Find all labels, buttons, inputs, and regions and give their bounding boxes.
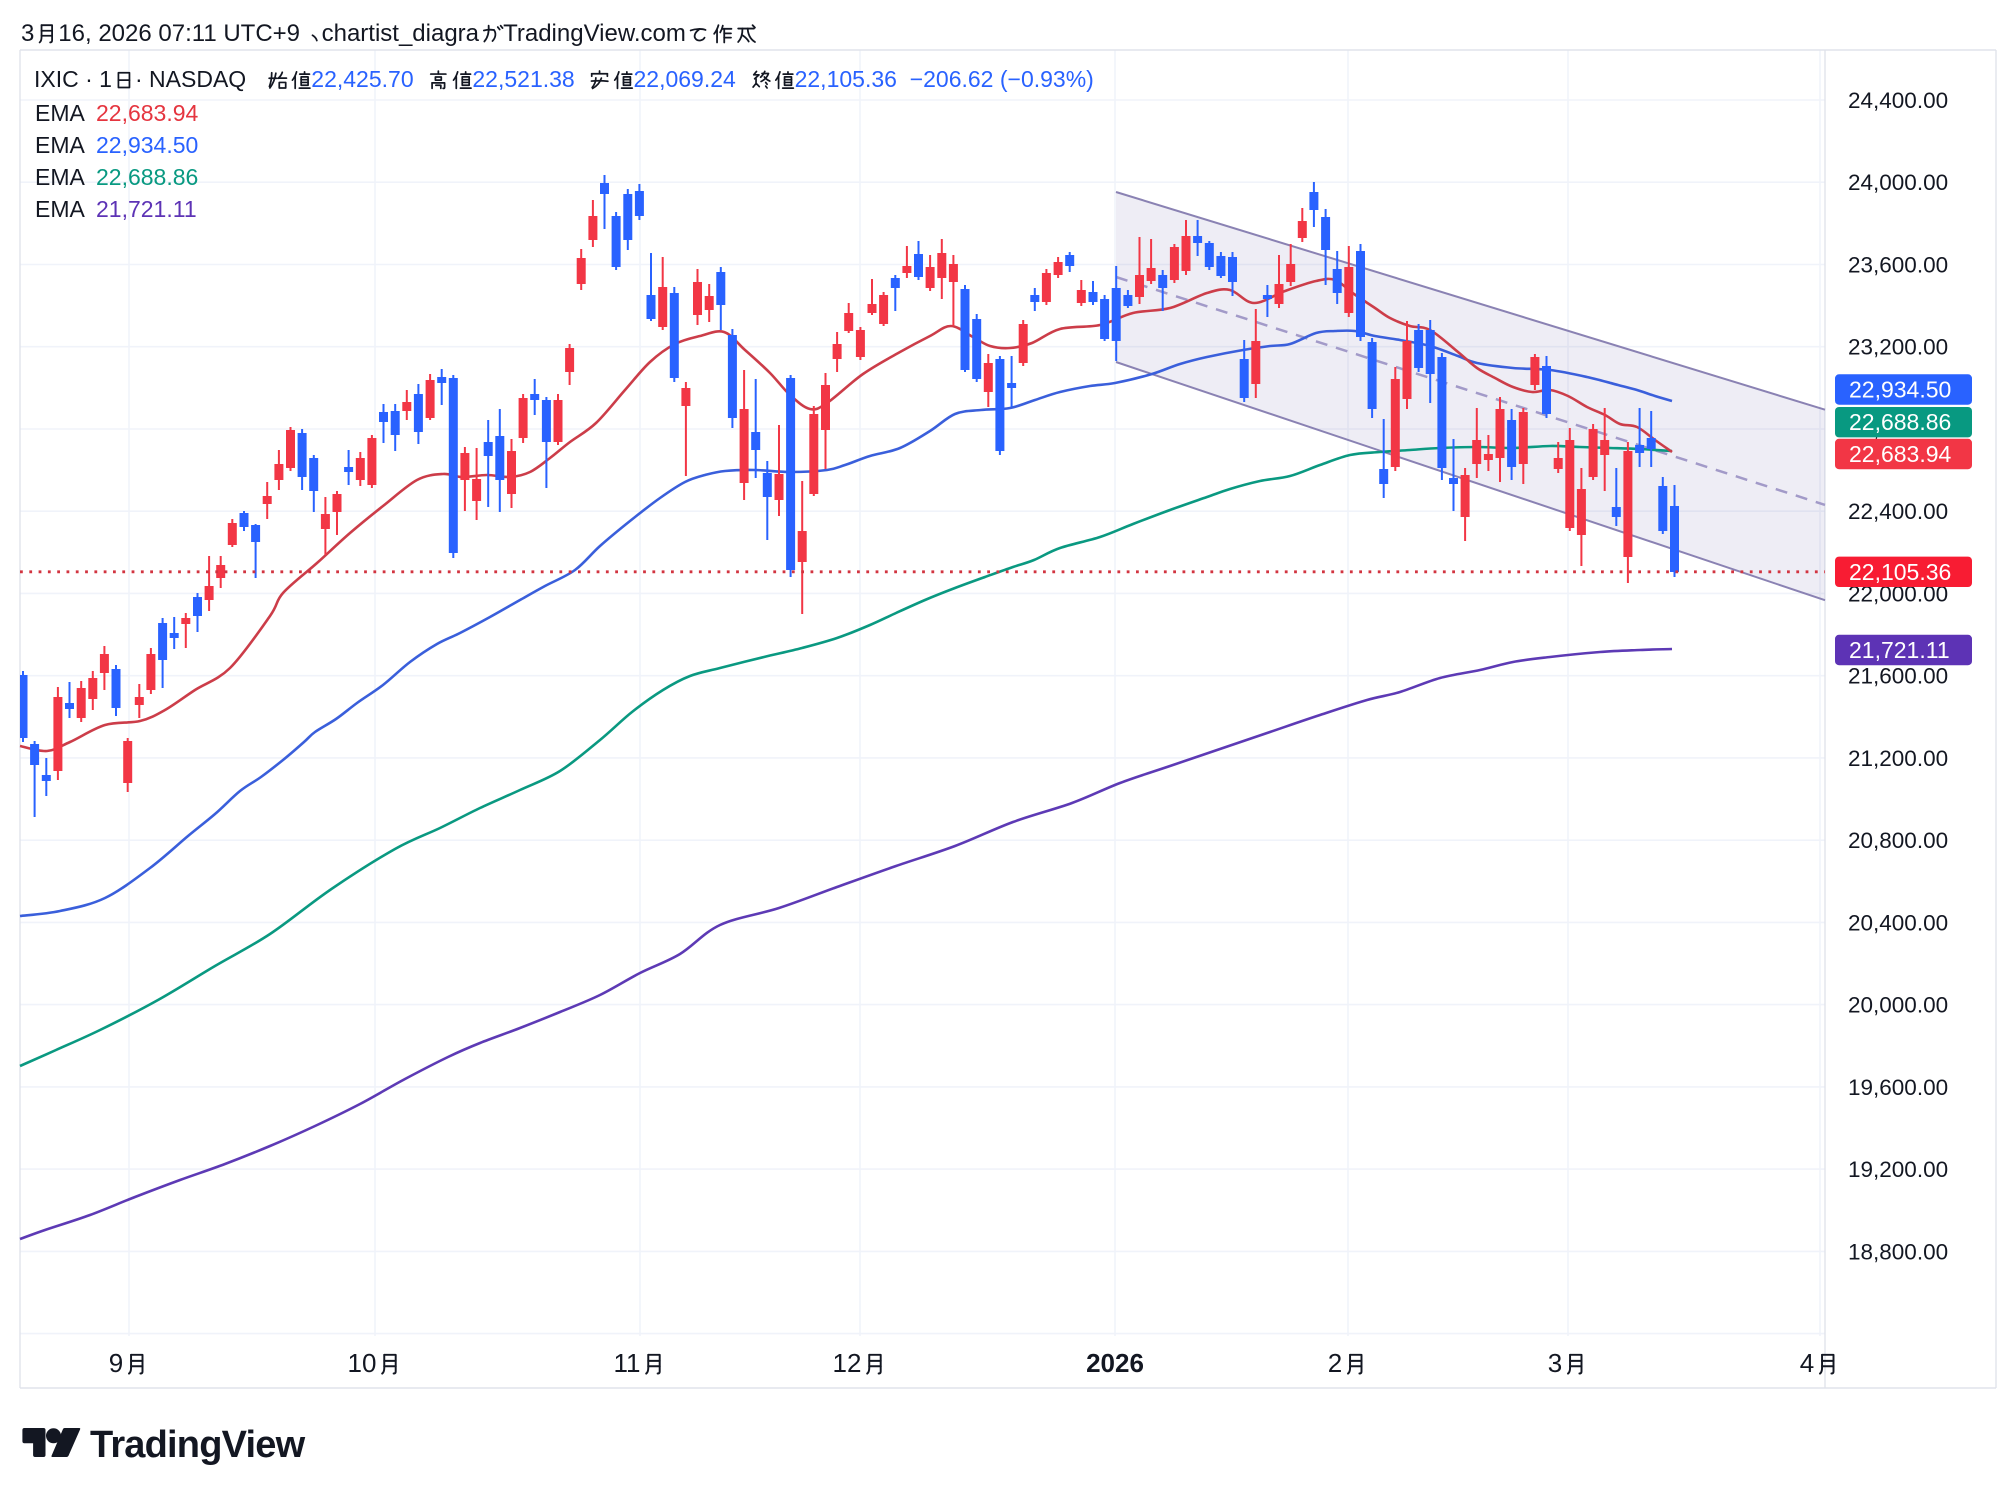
svg-text:12: 12 (833, 1348, 862, 1378)
svg-text:EMA: EMA (35, 132, 86, 158)
svg-text:22,069.24: 22,069.24 (634, 66, 737, 92)
svg-text:IXIC · 1: IXIC · 1 (34, 66, 112, 92)
svg-text:22,683.94: 22,683.94 (96, 100, 199, 126)
svg-text:18,800.00: 18,800.00 (1848, 1239, 1948, 1264)
svg-text:24,000.00: 24,000.00 (1848, 170, 1948, 195)
svg-text:20,000.00: 20,000.00 (1848, 993, 1948, 1018)
svg-text:21,721.11: 21,721.11 (1849, 637, 1950, 663)
svg-text:19,600.00: 19,600.00 (1848, 1075, 1948, 1100)
svg-text:2: 2 (1328, 1348, 1342, 1378)
svg-text:22,683.94: 22,683.94 (1849, 441, 1952, 467)
svg-text:21,200.00: 21,200.00 (1848, 746, 1948, 771)
svg-text:EMA: EMA (35, 100, 86, 126)
svg-text:TradingView.com: TradingView.com (503, 20, 686, 47)
svg-text:chartist_diagra: chartist_diagra (322, 20, 480, 47)
svg-text:EMA: EMA (35, 164, 86, 190)
svg-text:22,400.00: 22,400.00 (1848, 499, 1948, 524)
svg-text:10: 10 (348, 1348, 377, 1378)
svg-text:22,425.70: 22,425.70 (311, 66, 413, 92)
svg-text:11: 11 (614, 1348, 641, 1378)
svg-text:20,400.00: 20,400.00 (1848, 910, 1948, 935)
svg-text:16, 2026 07:11 UTC+9: 16, 2026 07:11 UTC+9 (58, 20, 300, 47)
svg-text:9: 9 (109, 1348, 123, 1378)
svg-text:22,105.36: 22,105.36 (1849, 559, 1951, 585)
svg-text:2026: 2026 (1086, 1348, 1144, 1378)
svg-text:EMA: EMA (35, 196, 86, 222)
svg-text:19,200.00: 19,200.00 (1848, 1157, 1948, 1182)
svg-text:4: 4 (1800, 1348, 1814, 1378)
svg-text:· NASDAQ: · NASDAQ (135, 66, 246, 92)
svg-text:3: 3 (21, 20, 34, 47)
svg-text:−206.62 (−0.93%): −206.62 (−0.93%) (910, 66, 1094, 92)
svg-text:TradingView: TradingView (90, 1424, 306, 1466)
svg-text:22,105.36: 22,105.36 (795, 66, 897, 92)
svg-text:22,688.86: 22,688.86 (96, 164, 198, 190)
svg-text:22,688.86: 22,688.86 (1849, 409, 1951, 435)
svg-text:23,600.00: 23,600.00 (1848, 253, 1948, 278)
svg-text:20,800.00: 20,800.00 (1848, 828, 1948, 853)
svg-text:22,521.38: 22,521.38 (472, 66, 574, 92)
svg-text:3: 3 (1548, 1348, 1562, 1378)
svg-text:22,934.50: 22,934.50 (96, 132, 198, 158)
svg-text:21,600.00: 21,600.00 (1848, 664, 1948, 689)
svg-text:21,721.11: 21,721.11 (96, 196, 197, 222)
svg-text:23,200.00: 23,200.00 (1848, 335, 1948, 360)
svg-text:22,934.50: 22,934.50 (1849, 377, 1951, 403)
svg-text:24,400.00: 24,400.00 (1848, 88, 1948, 113)
